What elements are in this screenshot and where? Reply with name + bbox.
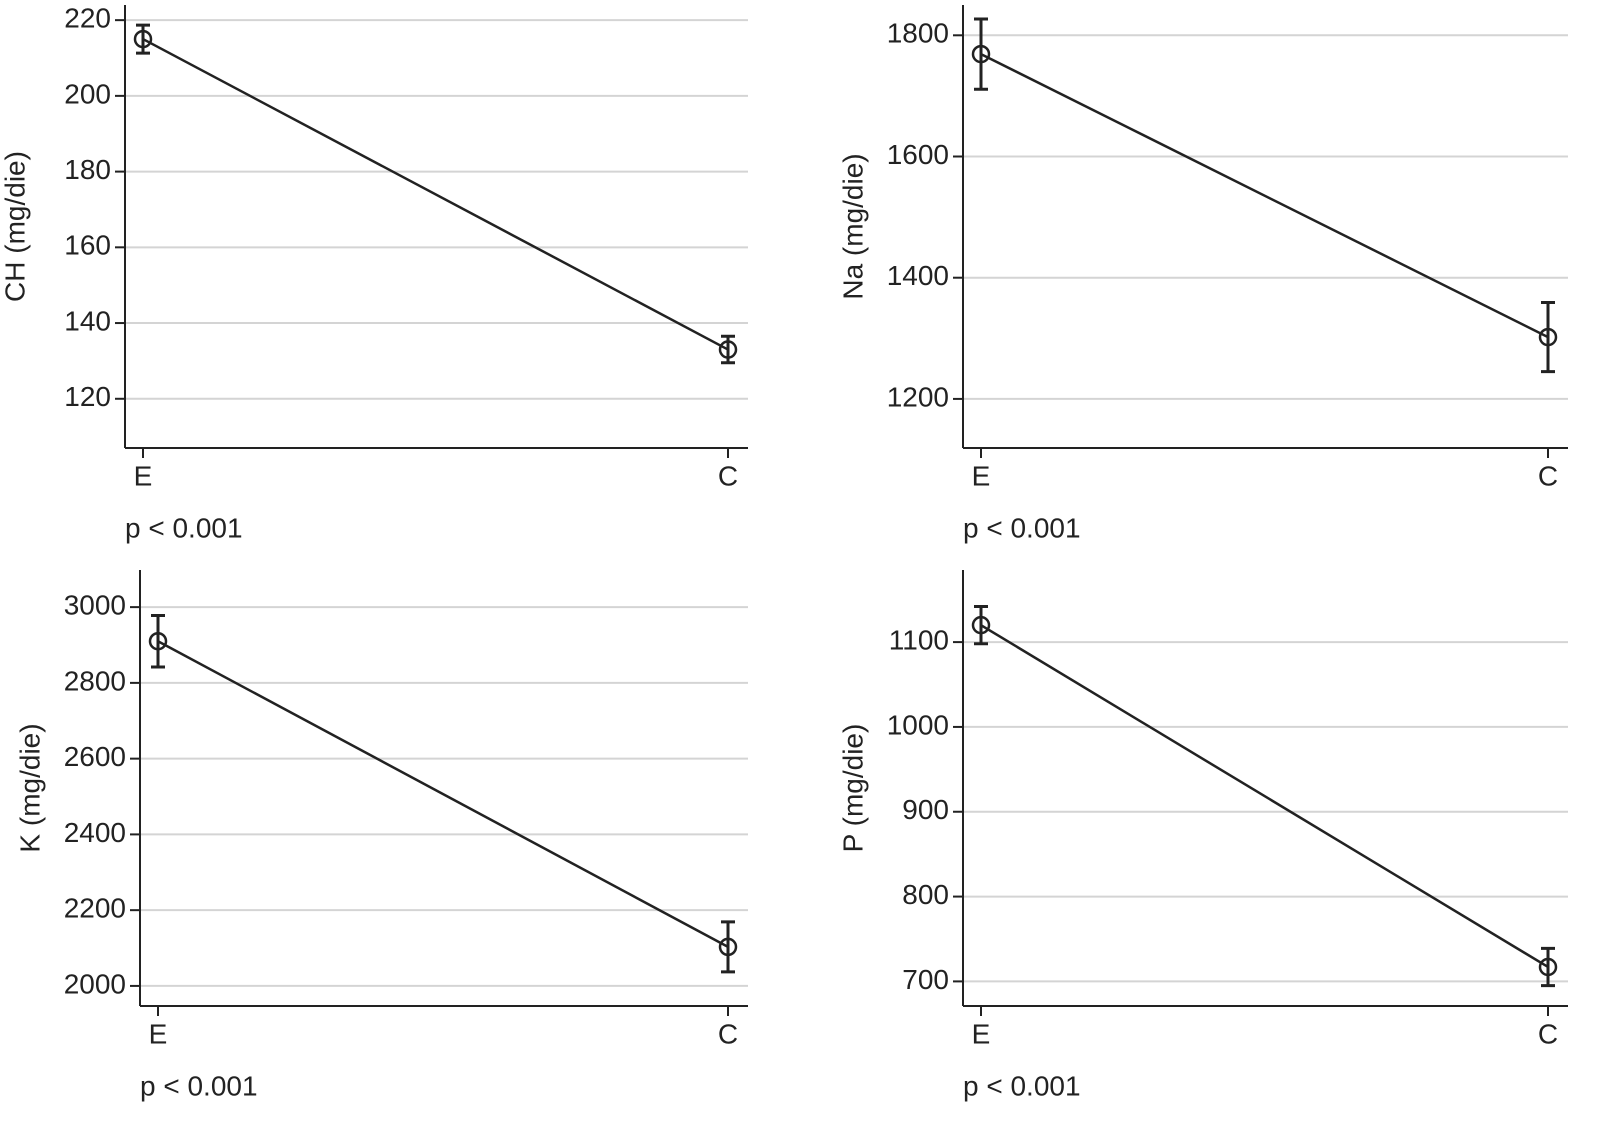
y-tick-label: 800 [902, 879, 949, 910]
y-tick-label: 3000 [64, 590, 126, 621]
y-tick-label: 2800 [64, 665, 126, 696]
annotation: p < 0.001 [963, 512, 1081, 543]
error-bar [151, 613, 165, 669]
marker [133, 29, 153, 49]
marker [1538, 957, 1558, 977]
error-bar [974, 17, 988, 91]
marker [718, 937, 738, 957]
y-tick-label: 1000 [887, 709, 949, 740]
y-axis-label: K (mg/die) [14, 723, 45, 852]
error-bar [1541, 946, 1555, 988]
y-tick-label: 1800 [887, 18, 949, 49]
y-tick-label: 180 [64, 154, 111, 185]
y-axis-label: CH (mg/die) [0, 151, 30, 302]
annotation: p < 0.001 [125, 512, 243, 543]
line [142, 37, 729, 351]
x-tick-label: C [1538, 1018, 1558, 1049]
marker [1538, 327, 1558, 347]
line [157, 640, 729, 949]
y-axis-label: P (mg/die) [837, 724, 868, 853]
y-tick-label: 220 [64, 3, 111, 34]
x-tick-label: C [718, 460, 738, 491]
marker [971, 615, 991, 635]
annotation: p < 0.001 [963, 1070, 1081, 1101]
marker [718, 340, 738, 359]
y-tick-label: 200 [64, 78, 111, 109]
error-bar [721, 334, 735, 365]
x-tick-label: C [718, 1018, 738, 1049]
error-bar [974, 604, 988, 646]
x-tick-label: E [149, 1018, 168, 1049]
x-tick-label: C [1538, 460, 1558, 491]
annotation: p < 0.001 [140, 1070, 258, 1101]
y-axis-label: Na (mg/die) [837, 153, 868, 299]
x-tick-label: E [134, 460, 153, 491]
error-bar [136, 23, 150, 55]
y-tick-label: 2000 [64, 968, 126, 999]
marker [971, 44, 991, 64]
y-tick-label: 1400 [887, 260, 949, 291]
y-tick-label: 1100 [889, 624, 949, 655]
y-tick-label: 160 [64, 230, 111, 261]
line [980, 52, 1549, 339]
y-tick-label: 700 [902, 964, 949, 995]
y-tick-label: 120 [64, 381, 111, 412]
y-tick-label: 2200 [64, 893, 126, 924]
x-tick-label: E [972, 1018, 991, 1049]
marker [148, 631, 168, 651]
y-tick-label: 140 [64, 305, 111, 336]
y-tick-label: 1600 [887, 139, 949, 170]
y-tick-label: 2400 [64, 817, 126, 848]
line [980, 624, 1549, 969]
error-bar [1541, 301, 1555, 374]
y-tick-label: 900 [902, 794, 949, 825]
x-tick-label: E [972, 460, 991, 491]
error-bar [721, 920, 735, 974]
y-tick-label: 2600 [64, 741, 126, 772]
y-tick-label: 1200 [887, 381, 949, 412]
